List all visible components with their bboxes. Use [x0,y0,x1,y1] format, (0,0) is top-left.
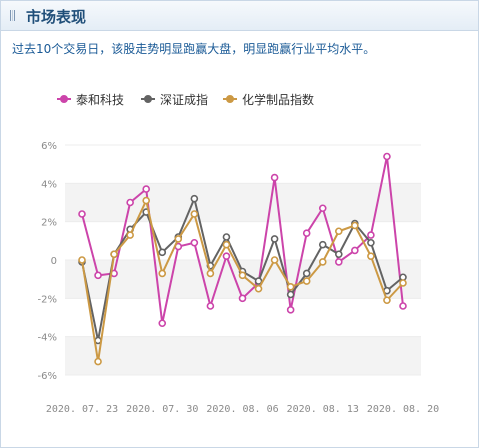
data-point-series-2 [78,256,86,264]
data-point-series-0 [367,231,375,239]
legend-label-2: 化学制品指数 [242,93,315,107]
data-point-series-2 [334,227,343,236]
data-point-series-1 [318,240,327,249]
panel-header: 市场表现 [1,1,478,31]
y-tick-label: 0 [51,256,57,267]
data-point-series-0 [286,306,295,314]
x-tick-label: 2020. 08. 20 [367,404,439,415]
data-point-series-0 [206,302,215,310]
grid-band [65,183,421,222]
legend-label-1: 深证成指 [160,93,209,107]
data-point-series-0 [383,152,391,161]
line-chart: 6% 4% 2% 0 -2% -4% -6% 2020. 07. 23 2020. 07. 30… [38,141,440,415]
data-point-series-2 [94,357,102,366]
data-point-series-2 [383,296,391,305]
data-point-series-2 [174,235,183,243]
data-point-series-0 [126,198,134,207]
data-point-series-0 [302,229,311,237]
data-point-series-2 [254,284,263,293]
y-tick-label: 4% [41,179,57,190]
y-tick-label: 6% [41,141,57,152]
x-tick-label: 2020. 08. 06 [206,404,278,415]
data-point-series-2 [367,252,375,260]
data-point-series-0 [399,302,407,310]
data-point-series-0 [334,258,343,266]
y-tick-label: -4% [38,333,57,344]
data-point-series-1 [367,238,375,247]
data-point-series-0 [238,294,247,303]
x-tick-label: 2020. 07. 23 [46,404,118,415]
data-point-series-0 [142,185,150,193]
x-tick-label: 2020. 07. 30 [126,404,198,415]
data-point-series-1 [270,235,279,243]
data-point-series-2 [158,269,167,278]
performance-summary: 过去10个交易日，该股走势明显跑赢大盘，明显跑赢行业平均水平。 [12,42,376,56]
legend-swatch-2 [223,95,237,103]
data-point-series-1 [334,250,343,259]
y-tick-label: 2% [41,218,57,229]
grid-band [65,260,421,299]
data-point-series-0 [270,173,279,182]
legend-swatch-1 [141,95,155,103]
data-point-series-2 [238,271,247,280]
grid-band [65,336,421,375]
y-tick-label: -2% [38,294,57,305]
data-point-series-2 [142,196,150,205]
data-point-series-2 [110,250,118,259]
x-tick-label: 2020. 08. 13 [287,404,359,415]
data-point-series-1 [190,194,199,203]
data-point-series-2 [270,256,279,264]
data-point-series-1 [158,248,167,257]
data-point-series-1 [286,290,295,299]
data-point-series-1 [254,277,263,285]
y-tick-label: -6% [38,371,57,382]
data-point-series-2 [302,277,311,285]
legend-swatch-0 [57,95,71,103]
header-marker-icon [10,10,15,21]
data-point-series-0 [351,246,359,255]
data-point-series-0 [222,252,231,260]
data-point-series-2 [399,279,407,287]
legend-label-0: 泰和科技 [76,93,125,107]
data-point-series-2 [286,283,295,291]
data-point-series-2 [126,231,134,239]
data-point-series-2 [318,258,327,266]
data-point-series-0 [190,238,199,247]
data-point-series-0 [78,210,86,218]
data-point-series-2 [222,240,231,249]
data-point-series-2 [190,210,199,218]
data-point-series-1 [222,233,231,241]
data-point-series-0 [94,271,102,280]
data-point-series-0 [318,204,327,213]
data-point-series-1 [302,269,311,278]
data-point-series-0 [158,319,167,328]
panel-title: 市场表现 [26,8,87,26]
data-point-series-2 [351,221,359,230]
data-point-series-2 [206,269,215,278]
